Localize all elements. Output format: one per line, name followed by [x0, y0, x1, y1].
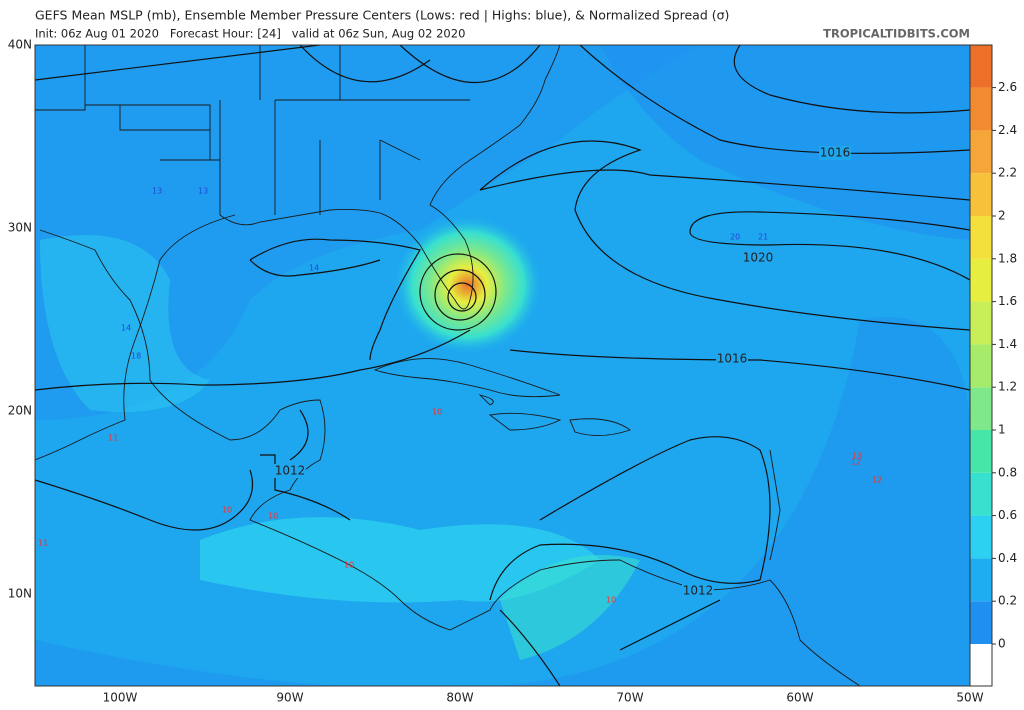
colorbar-tick-label: 2.2	[998, 166, 1017, 180]
colorbar-tick-label: 1	[998, 423, 1006, 437]
lon-label: 100W	[103, 691, 138, 705]
high-center: 21	[758, 233, 768, 242]
high-center: 14	[309, 264, 319, 273]
colorbar-segment	[970, 87, 992, 131]
colorbar-tick-label: 1.2	[998, 380, 1017, 394]
lat-label: 20N	[8, 404, 32, 418]
isobar-label: 1020	[743, 251, 774, 265]
colorbar-tick-label: 1.6	[998, 294, 1017, 308]
colorbar-segment	[970, 387, 992, 430]
colorbar-tick-label: 2	[998, 209, 1006, 223]
map	[35, 45, 970, 686]
colorbar-tick-label: 2.4	[998, 123, 1017, 137]
lon-label: 90W	[276, 691, 303, 705]
isobar-label-bg	[274, 464, 306, 478]
colorbar-segment	[970, 173, 992, 216]
site: TROPICALTIDBITS.COM	[823, 27, 970, 41]
colorbar-segment	[970, 601, 992, 644]
low-center: 10	[268, 512, 278, 521]
colorbar-segment	[970, 515, 992, 559]
low-center: 10	[344, 561, 354, 570]
high-center: 13	[198, 187, 208, 196]
high-center: 14	[121, 324, 131, 333]
low-center: 10	[606, 596, 616, 605]
lon-label: 60W	[786, 691, 813, 705]
low-center: 10	[222, 506, 232, 515]
low-center: 11	[38, 539, 48, 548]
colorbar-tick-label: 1.4	[998, 337, 1017, 351]
title: GEFS Mean MSLP (mb), Ensemble Member Pre…	[35, 8, 729, 23]
low-center: 11	[108, 434, 118, 443]
colorbar-segment	[970, 472, 992, 516]
colorbar-tick-label: 0.4	[998, 551, 1017, 565]
colorbar-segment	[970, 558, 992, 602]
high-center: 13	[152, 187, 162, 196]
colorbar-segment	[970, 344, 992, 388]
colorbar-tick-label: 0.8	[998, 465, 1017, 479]
colorbar-tick-label: 0.2	[998, 594, 1017, 608]
isobar-label: 1012	[275, 464, 306, 478]
isobar-label-bg	[682, 584, 714, 598]
subtitle: Init: 06z Aug 01 2020 Forecast Hour: [24…	[35, 27, 465, 41]
high-center: 20	[730, 233, 740, 242]
isobar-label: 1012	[683, 584, 714, 598]
colorbar-segment	[970, 258, 992, 302]
colorbar-frame	[969, 44, 993, 687]
lon-label: 50W	[956, 691, 983, 705]
lat-label: 10N	[8, 587, 32, 601]
isobar-label-bg	[819, 146, 851, 160]
colorbar-tick-label: 0	[998, 637, 1006, 651]
lat-label: 30N	[8, 221, 32, 235]
lat-label: 40N	[8, 38, 32, 52]
lon-label: 70W	[616, 691, 643, 705]
isobar-label: 1016	[820, 146, 851, 160]
lon-label: 80W	[446, 691, 473, 705]
colorbar-segment	[970, 216, 992, 259]
low-center: 12	[872, 476, 882, 485]
isobar-label: 1016	[717, 352, 748, 366]
colorbar-segment	[970, 430, 992, 473]
low-center: 13	[852, 452, 862, 461]
colorbar-tick-label: 2.6	[998, 80, 1017, 94]
isobar-label-bg	[716, 352, 748, 366]
colorbar-segment	[970, 301, 992, 345]
colorbar-tick-label: 0.6	[998, 508, 1017, 522]
colorbar-segment	[970, 45, 992, 88]
low-center: 10	[432, 408, 442, 417]
isobar-label-bg	[742, 251, 774, 265]
colorbar-segment	[970, 644, 992, 686]
colorbar-tick-label: 1.8	[998, 251, 1017, 265]
low-center: 12	[851, 458, 861, 467]
colorbar-segment	[970, 130, 992, 174]
colorbar: 0 0.2 0.4 0.6 0.8 1 1.2 1.4 1.6 1.8 2 2.2 2.4 2.6	[969, 44, 1017, 687]
high-center: 18	[131, 352, 141, 361]
